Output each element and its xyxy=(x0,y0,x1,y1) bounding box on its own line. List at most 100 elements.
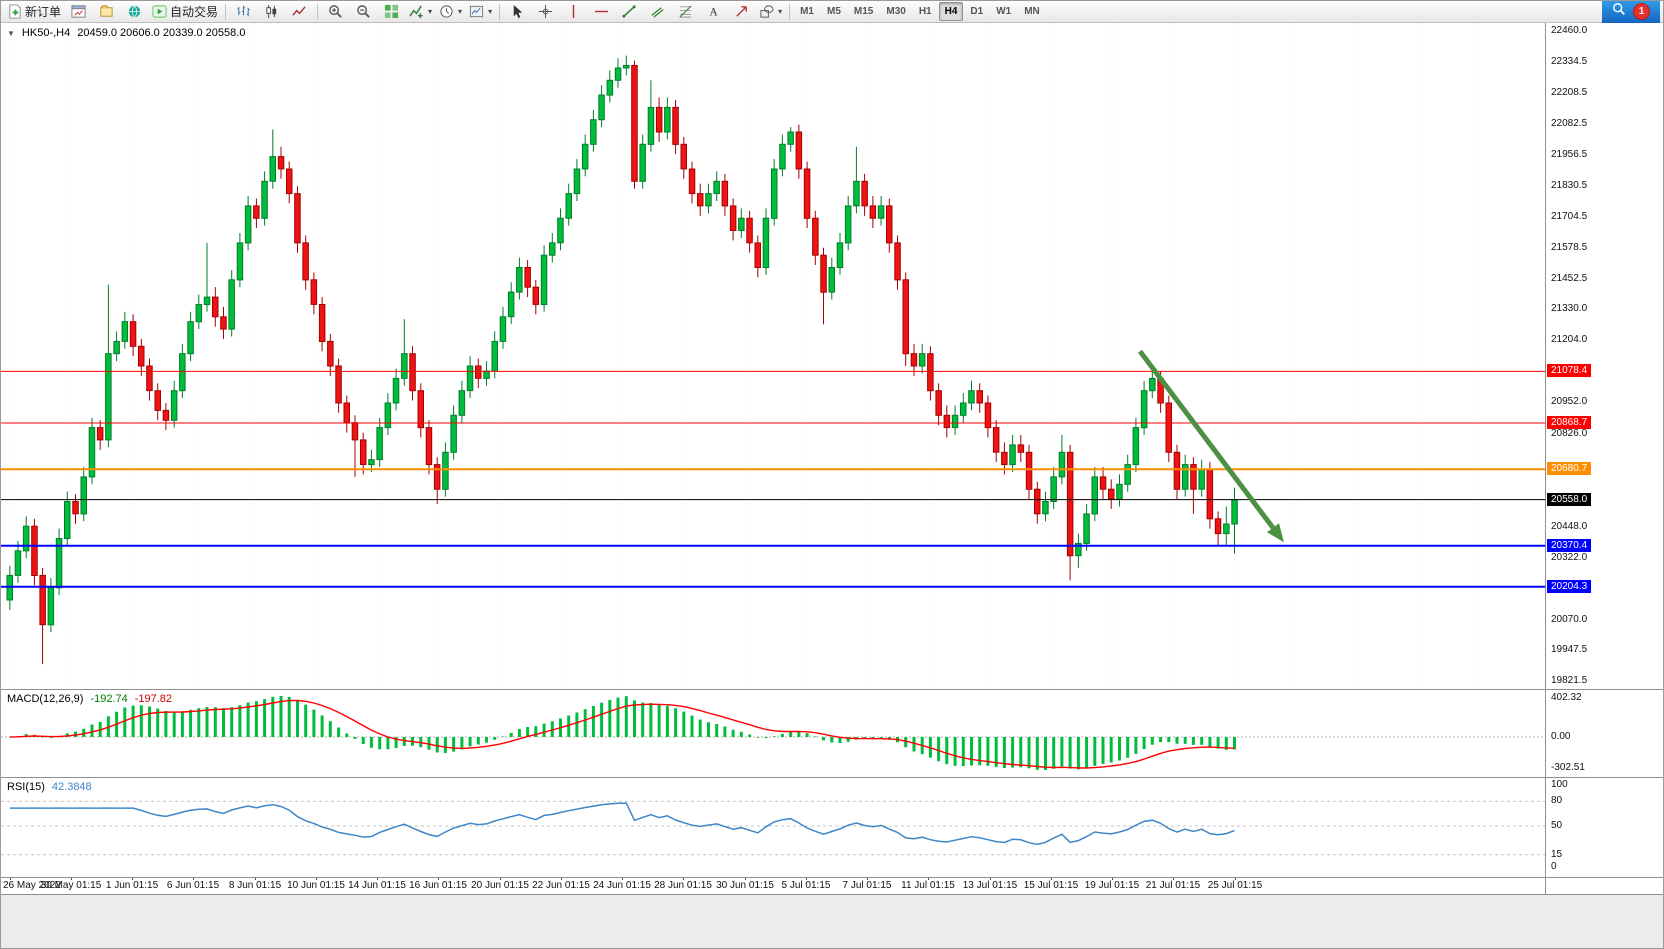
time-axis-tick xyxy=(1235,877,1236,880)
timeframe-m1[interactable]: M1 xyxy=(800,6,814,17)
templates-button[interactable]: ▾ xyxy=(466,1,495,22)
macd-label: MACD(12,26,9) xyxy=(7,693,84,705)
rsi-indicator-chart[interactable] xyxy=(1,777,1545,877)
main-candlestick-chart[interactable] xyxy=(1,23,1545,689)
timeframe-w1[interactable]: W1 xyxy=(996,6,1012,17)
chart-windows-button[interactable] xyxy=(65,1,92,22)
autotrade-play-icon xyxy=(152,4,167,19)
globe-icon xyxy=(127,4,142,19)
rsi-label: RSI(15) xyxy=(7,781,45,793)
timeframe-m30[interactable]: M30 xyxy=(886,6,906,17)
clock-icon xyxy=(439,4,454,19)
notification-badge[interactable]: 1 xyxy=(1633,3,1650,20)
search-zone[interactable]: 1 xyxy=(1602,1,1660,23)
autotrade-button[interactable]: 自动交易 xyxy=(149,1,221,22)
macd-main-value: -192.74 xyxy=(90,693,128,705)
price-axis[interactable]: 22460.0 22334.5 22208.5 22082.5 21956.5 21830… xyxy=(1545,23,1663,894)
time-axis-label: 5 Jul 01:15 xyxy=(781,880,831,891)
time-axis-label: 28 Jun 01:15 xyxy=(654,880,712,891)
price-line-tag: 20558.0 xyxy=(1547,493,1592,506)
cursor-tool-button[interactable] xyxy=(504,1,531,22)
time-axis-tick xyxy=(255,877,256,880)
bar-chart-button[interactable] xyxy=(230,1,257,22)
time-axis-tick xyxy=(10,877,11,880)
price-axis-label: 20952.0 xyxy=(1551,396,1588,407)
candlestick-chart-icon xyxy=(264,4,279,19)
symbol-timeframe-label: HK50-,H4 xyxy=(21,27,71,39)
arrow-icon xyxy=(734,4,749,19)
rsi-axis-label: 100 xyxy=(1551,779,1568,790)
timeframe-h4[interactable]: H4 xyxy=(938,2,964,21)
macd-header: MACD(12,26,9) -192.74 -197.82 xyxy=(7,693,172,705)
channel-tool-button[interactable] xyxy=(644,1,671,22)
time-axis-label: 30 Jun 01:15 xyxy=(716,880,774,891)
timeframe-m15[interactable]: M15 xyxy=(853,6,874,17)
time-axis-tick xyxy=(745,877,746,880)
indicators-button[interactable]: ▾ xyxy=(406,1,435,22)
zoom-out-button[interactable] xyxy=(350,1,377,22)
new-order-button[interactable]: 新订单 xyxy=(4,1,64,22)
price-axis-label: 19947.5 xyxy=(1551,644,1588,655)
vertical-line-tool-button[interactable] xyxy=(560,1,587,22)
time-axis-label: 19 Jul 01:15 xyxy=(1084,880,1140,891)
chart-dropdown-icon[interactable]: ▼ xyxy=(7,29,15,38)
panel-splitter xyxy=(1,877,1663,878)
price-axis-label: 22208.5 xyxy=(1551,87,1588,98)
time-axis-label: 24 Jun 01:15 xyxy=(593,880,651,891)
cursor-icon xyxy=(510,4,525,19)
panel-splitter[interactable] xyxy=(1,777,1663,778)
crosshair-tool-button[interactable] xyxy=(532,1,559,22)
timeframe-mn[interactable]: MN xyxy=(1024,6,1040,17)
price-axis-label: 20070.0 xyxy=(1551,614,1588,625)
candlestick-chart-button[interactable] xyxy=(258,1,285,22)
search-icon xyxy=(1612,2,1626,21)
time-axis-tick xyxy=(561,877,562,880)
time-axis-tick xyxy=(500,877,501,880)
timeframe-h1[interactable]: H1 xyxy=(918,6,932,17)
macd-indicator-chart[interactable] xyxy=(1,689,1545,777)
time-axis-label: 21 Jul 01:15 xyxy=(1145,880,1201,891)
template-icon xyxy=(469,4,484,19)
timeframe-d1[interactable]: D1 xyxy=(970,6,984,17)
time-axis-tick xyxy=(1051,877,1052,880)
periods-button[interactable]: ▾ xyxy=(436,1,465,22)
price-axis-label: 21956.5 xyxy=(1551,149,1588,160)
zoom-out-icon xyxy=(356,4,371,19)
macd-axis-label: 402.32 xyxy=(1551,692,1582,703)
rsi-value: 42.3848 xyxy=(51,781,92,793)
price-axis-label: 21704.5 xyxy=(1551,211,1588,222)
crosshair-icon xyxy=(538,4,553,19)
shapes-tool-button[interactable]: ▾ xyxy=(756,1,785,22)
market-button[interactable] xyxy=(121,1,148,22)
toolbar-separator xyxy=(317,3,319,20)
time-axis-tick xyxy=(71,877,72,880)
rsi-axis-label: 50 xyxy=(1551,820,1563,831)
panel-splitter[interactable] xyxy=(1,689,1663,690)
time-axis-label: 16 Jun 01:15 xyxy=(409,880,467,891)
shapes-icon xyxy=(759,4,774,19)
timeframe-m5[interactable]: M5 xyxy=(827,6,841,17)
toolbar-separator xyxy=(499,3,501,20)
chart-area: ▼ HK50-,H4 20459.0 20606.0 20339.0 20558… xyxy=(1,23,1663,948)
text-tool-button[interactable]: A xyxy=(700,1,727,22)
time-axis[interactable]: 26 May 2022 30 May 01:15 1 Jun 01:15 6 Jun … xyxy=(1,877,1545,894)
time-axis-tick xyxy=(622,877,623,880)
tile-windows-button[interactable] xyxy=(378,1,405,22)
new-order-label: 新订单 xyxy=(25,5,62,19)
line-chart-button[interactable] xyxy=(286,1,313,22)
trendline-tool-button[interactable] xyxy=(616,1,643,22)
toolbar-right: 1 xyxy=(1602,1,1660,23)
price-axis-label: 20826.0 xyxy=(1551,428,1588,439)
price-line-tag: 20204.3 xyxy=(1547,580,1592,593)
price-axis-label: 22082.5 xyxy=(1551,118,1588,129)
trendline-icon xyxy=(622,4,637,19)
arrows-tool-button[interactable] xyxy=(728,1,755,22)
rsi-axis-label: 0 xyxy=(1551,861,1557,872)
zoom-in-button[interactable] xyxy=(322,1,349,22)
price-axis-label: 20322.0 xyxy=(1551,552,1588,563)
profiles-button[interactable] xyxy=(93,1,120,22)
price-axis-label: 22334.5 xyxy=(1551,56,1588,67)
fibonacci-tool-button[interactable] xyxy=(672,1,699,22)
horizontal-line-tool-button[interactable] xyxy=(588,1,615,22)
time-axis-tick xyxy=(990,877,991,880)
